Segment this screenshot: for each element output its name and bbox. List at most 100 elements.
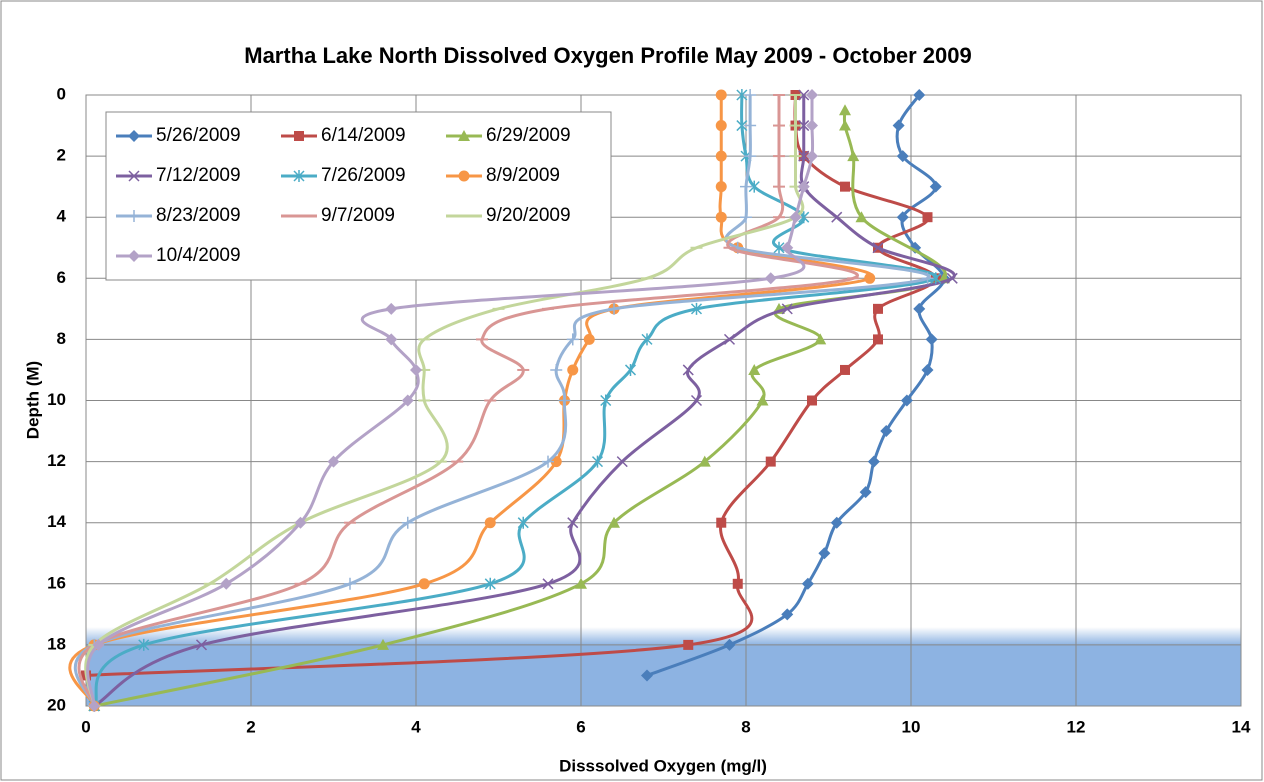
marker	[756, 394, 769, 406]
marker	[781, 303, 793, 315]
marker	[748, 363, 761, 375]
marker	[740, 180, 752, 193]
marker	[690, 302, 703, 315]
marker	[748, 180, 760, 193]
marker	[773, 241, 785, 254]
legend-label: 7/26/2009	[321, 165, 406, 186]
marker	[723, 638, 736, 651]
y-axis-title: Depth (M)	[23, 361, 42, 439]
marker	[872, 242, 884, 254]
marker	[840, 181, 850, 192]
legend-label: 8/23/2009	[156, 205, 241, 226]
marker	[608, 516, 620, 528]
marker	[327, 455, 340, 468]
legend-label: 10/4/2009	[156, 245, 241, 266]
x-tick-label: 10	[902, 717, 921, 736]
legend-marker	[128, 210, 140, 222]
marker	[616, 456, 628, 468]
series	[88, 104, 950, 711]
marker	[867, 455, 880, 468]
marker	[641, 669, 653, 682]
chart-title: Martha Lake North Dissolved Oxygen Profi…	[244, 43, 971, 68]
marker	[855, 211, 868, 223]
x-axis-title: Disssolved Oxygen (mg/l)	[559, 756, 767, 775]
marker	[608, 302, 620, 315]
marker	[744, 150, 757, 163]
x-tick-label: 2	[246, 717, 255, 736]
x-tick-label: 4	[411, 717, 421, 736]
legend-marker	[294, 131, 304, 141]
marker	[880, 425, 893, 438]
y-tick-label: 6	[57, 268, 66, 287]
y-tick-label: 10	[47, 390, 66, 409]
marker	[550, 456, 562, 468]
x-tick-label: 6	[576, 717, 585, 736]
y-tick-label: 4	[57, 207, 67, 226]
legend-marker	[293, 170, 305, 182]
legend-marker	[128, 250, 140, 262]
y-tick-label: 16	[47, 573, 66, 592]
legend-marker	[458, 130, 470, 141]
y-tick-label: 12	[47, 451, 66, 470]
marker	[600, 394, 612, 407]
marker	[641, 333, 653, 346]
legend-label: 9/20/2009	[486, 205, 571, 226]
marker	[410, 363, 422, 376]
marker	[873, 303, 883, 314]
marker	[900, 394, 913, 407]
marker	[542, 455, 554, 468]
marker	[690, 394, 703, 407]
marker	[847, 150, 860, 162]
marker	[736, 89, 748, 101]
marker	[864, 272, 876, 284]
marker	[764, 272, 777, 285]
series	[641, 89, 950, 682]
marker	[946, 272, 958, 284]
marker	[740, 211, 752, 224]
marker	[88, 700, 101, 712]
marker	[542, 578, 554, 590]
marker	[92, 638, 105, 651]
series-line	[77, 95, 859, 707]
marker	[484, 577, 496, 590]
marker	[781, 608, 794, 621]
marker	[839, 119, 851, 131]
marker	[930, 272, 942, 285]
marker	[385, 302, 398, 315]
y-tick-label: 0	[57, 84, 66, 103]
marker	[801, 577, 814, 590]
marker	[929, 180, 942, 193]
y-tick-label: 8	[57, 329, 66, 348]
x-tick-label: 12	[1067, 717, 1086, 736]
marker	[591, 455, 604, 468]
marker	[814, 333, 827, 345]
marker	[831, 211, 843, 223]
marker	[896, 211, 909, 224]
shade-fade	[86, 627, 1241, 645]
marker	[859, 486, 872, 499]
marker	[558, 394, 571, 407]
legend-label: 9/7/2009	[321, 205, 395, 226]
marker	[195, 639, 208, 651]
marker	[830, 516, 843, 529]
marker	[715, 89, 727, 101]
marker	[797, 180, 810, 193]
marker	[818, 547, 831, 560]
marker	[715, 150, 727, 162]
marker	[736, 119, 748, 132]
legend	[105, 111, 612, 281]
y-tick-label: 20	[47, 695, 66, 714]
marker	[892, 119, 905, 132]
marker	[418, 578, 430, 590]
legend-label: 8/9/2009	[486, 165, 560, 186]
marker	[567, 517, 579, 529]
marker	[138, 638, 150, 651]
marker	[715, 181, 727, 193]
marker	[744, 89, 757, 101]
marker	[798, 150, 810, 162]
y-tick-label: 14	[47, 512, 66, 531]
legend-label: 5/26/2009	[156, 125, 241, 146]
marker	[294, 516, 307, 529]
marker	[401, 516, 414, 529]
